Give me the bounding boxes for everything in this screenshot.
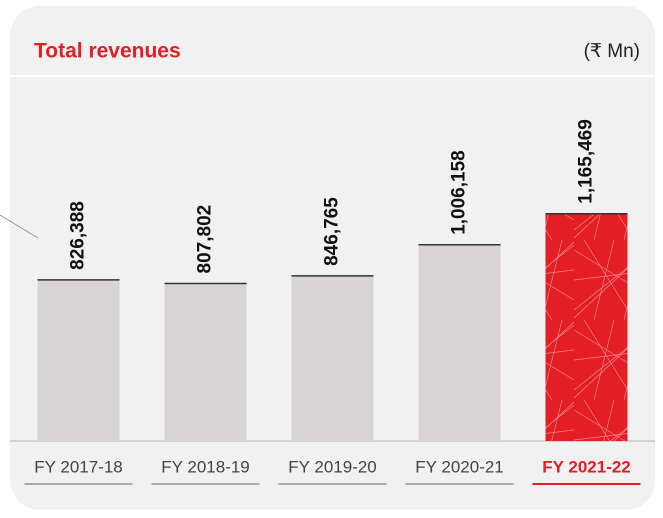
x-tick-label: FY 2018-19 — [161, 457, 250, 476]
decor-line — [0, 214, 39, 239]
bar — [164, 283, 247, 441]
unit-label: (₹ Mn) — [584, 41, 640, 62]
x-tick-label: FY 2020-21 — [415, 457, 504, 476]
bar — [37, 279, 120, 441]
x-tick-label: FY 2017-18 — [34, 457, 123, 476]
value-label: 1,165,469 — [576, 119, 597, 204]
value-label: 1,006,158 — [449, 150, 470, 235]
bar — [291, 275, 374, 441]
bar — [418, 244, 501, 441]
value-label: 807,802 — [195, 205, 216, 274]
x-tick-label: FY 2019-20 — [288, 457, 377, 476]
chart-title: Total revenues — [34, 40, 181, 63]
value-label: 846,765 — [322, 197, 343, 266]
x-tick-label: FY 2021-22 — [542, 457, 631, 476]
value-label: 826,388 — [68, 201, 89, 270]
bar-texture — [545, 213, 628, 441]
